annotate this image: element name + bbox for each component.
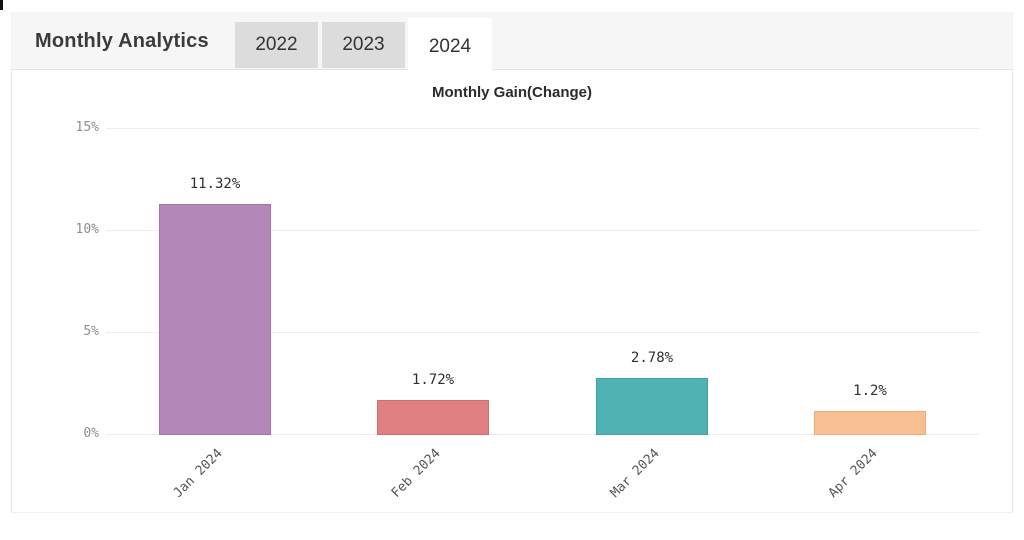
chart-card: Monthly Gain(Change) 0% 5% 10% 15% 11.32% Jan… <box>11 70 1013 513</box>
x-axis-tick-label: Feb 2024 <box>388 446 444 501</box>
gridline <box>106 434 979 435</box>
x-axis-tick-label: Apr 2024 <box>825 446 881 501</box>
x-axis-tick-label: Jan 2024 <box>170 446 226 501</box>
tab-2023[interactable]: 2023 <box>322 22 405 68</box>
corner-artifact <box>0 0 3 10</box>
y-axis-tick-label: 0% <box>83 426 99 441</box>
tab-2022[interactable]: 2022 <box>235 22 318 68</box>
header-bar: Monthly Analytics 2022 2023 2024 <box>11 12 1013 76</box>
x-axis-tick-label: Mar 2024 <box>607 446 663 501</box>
chart-title: Monthly Gain(Change) <box>432 84 592 101</box>
page-title: Monthly Analytics <box>35 29 209 52</box>
tab-2024[interactable]: 2024 <box>408 18 492 76</box>
bar-apr-2024[interactable] <box>814 411 926 435</box>
y-axis-tick-label: 15% <box>75 120 99 135</box>
bar-mar-2024[interactable] <box>596 378 708 435</box>
y-axis-tick-label: 10% <box>75 222 99 237</box>
bar-value-label: 1.2% <box>853 383 887 399</box>
bar-value-label: 1.72% <box>411 372 455 388</box>
y-axis-tick-label: 5% <box>83 324 99 339</box>
bar-value-label: 2.78% <box>630 350 674 366</box>
gridline <box>106 128 979 129</box>
gridline <box>106 332 979 333</box>
gridline <box>106 230 979 231</box>
bar-jan-2024[interactable] <box>159 204 271 435</box>
bar-feb-2024[interactable] <box>377 400 489 435</box>
bar-value-label: 11.32% <box>189 176 241 192</box>
bar-chart-plot-area: 0% 5% 10% 15% 11.32% Jan 2024 1.72% Feb 2024 2.7… <box>76 120 979 501</box>
